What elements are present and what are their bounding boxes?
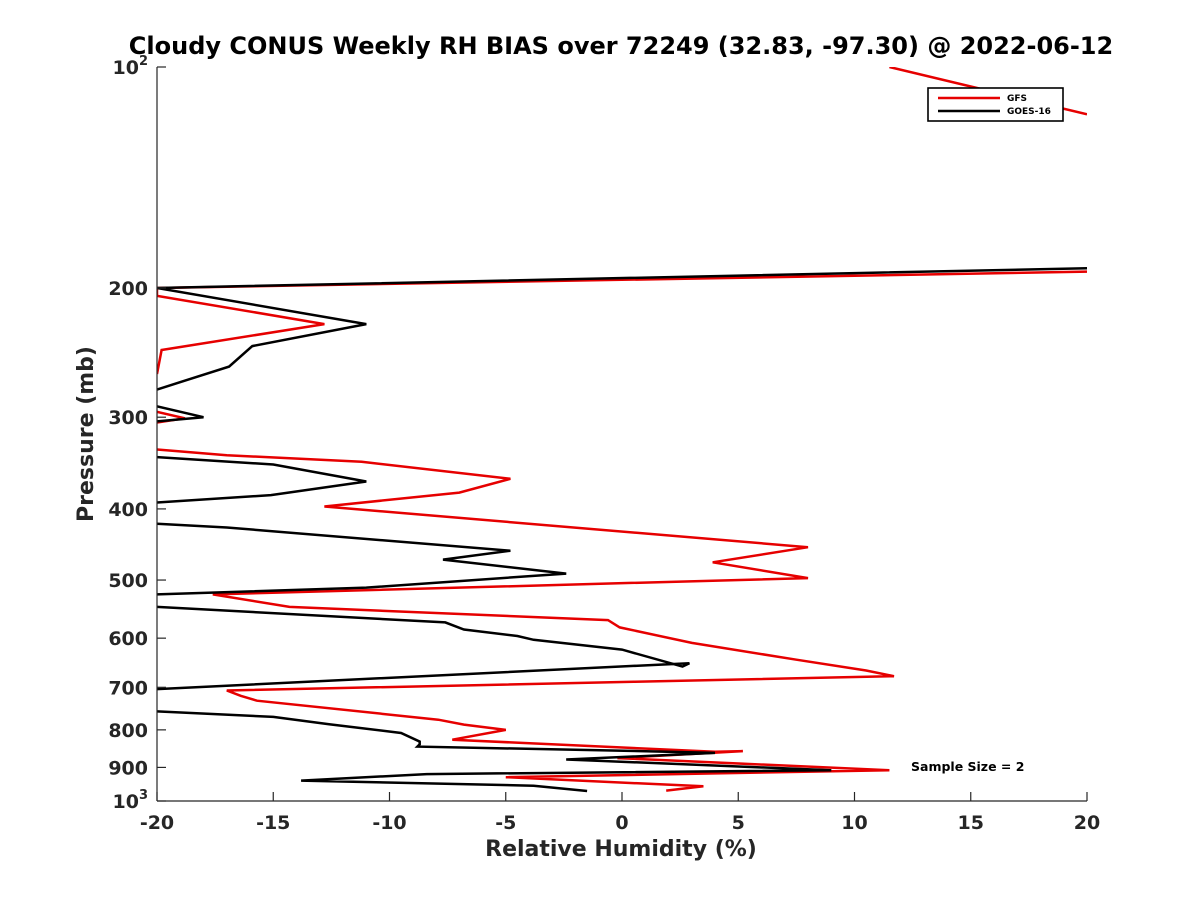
legend-box bbox=[927, 87, 1064, 122]
x-ticks: -20 -15 -10 -5 0 5 10 15 20 bbox=[140, 792, 1100, 834]
y-tick-label: 103 bbox=[113, 788, 149, 813]
x-tick-label: 10 bbox=[841, 812, 867, 834]
legend-label-goes16: GOES-16 bbox=[1007, 107, 1051, 117]
x-axis-label: Relative Humidity (%) bbox=[485, 837, 757, 862]
y-tick-label: 102 bbox=[113, 54, 149, 79]
x-tick-label: -20 bbox=[140, 812, 174, 834]
legend-label-gfs: GFS bbox=[1007, 94, 1027, 104]
y-ticks: 102 200 300 400 500 600 700 800 900 103 bbox=[108, 54, 166, 813]
sample-size-annotation: Sample Size = 2 bbox=[911, 759, 1024, 774]
y-tick-label: 300 bbox=[108, 407, 148, 429]
legend: GFS GOES-16 bbox=[927, 87, 1064, 122]
x-tick-label: 0 bbox=[615, 812, 628, 834]
x-tick-label: -10 bbox=[372, 812, 406, 834]
x-tick-label: -5 bbox=[495, 812, 516, 834]
x-tick-label: -15 bbox=[256, 812, 290, 834]
x-tick-label: 20 bbox=[1074, 812, 1100, 834]
y-tick-label: 600 bbox=[108, 628, 148, 650]
y-tick-label: 200 bbox=[108, 278, 148, 300]
x-tick-label: 15 bbox=[958, 812, 984, 834]
y-axis-label: Pressure (mb) bbox=[74, 346, 99, 522]
y-tick-label: 500 bbox=[108, 570, 148, 592]
y-tick-label: 700 bbox=[108, 677, 148, 699]
chart-title: Cloudy CONUS Weekly RH BIAS over 72249 (… bbox=[129, 32, 1113, 60]
x-tick-label: 5 bbox=[732, 812, 745, 834]
y-tick-label: 400 bbox=[108, 499, 148, 521]
y-tick-label: 800 bbox=[108, 720, 148, 742]
plot-area bbox=[157, 67, 1087, 801]
series-line-goes16 bbox=[157, 266, 1087, 793]
y-tick-label: 900 bbox=[108, 757, 148, 779]
